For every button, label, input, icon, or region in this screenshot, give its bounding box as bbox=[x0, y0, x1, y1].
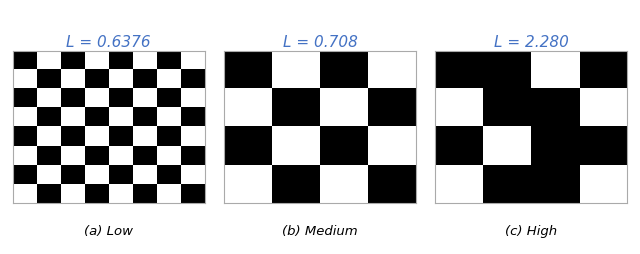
Text: (b) Medium: (b) Medium bbox=[282, 225, 358, 237]
Text: (a) Low: (a) Low bbox=[84, 225, 133, 237]
Title: L = 0.708: L = 0.708 bbox=[283, 35, 357, 50]
Text: (c) High: (c) High bbox=[505, 225, 557, 237]
Title: L = 2.280: L = 2.280 bbox=[494, 35, 568, 50]
Title: L = 0.6376: L = 0.6376 bbox=[67, 35, 151, 50]
